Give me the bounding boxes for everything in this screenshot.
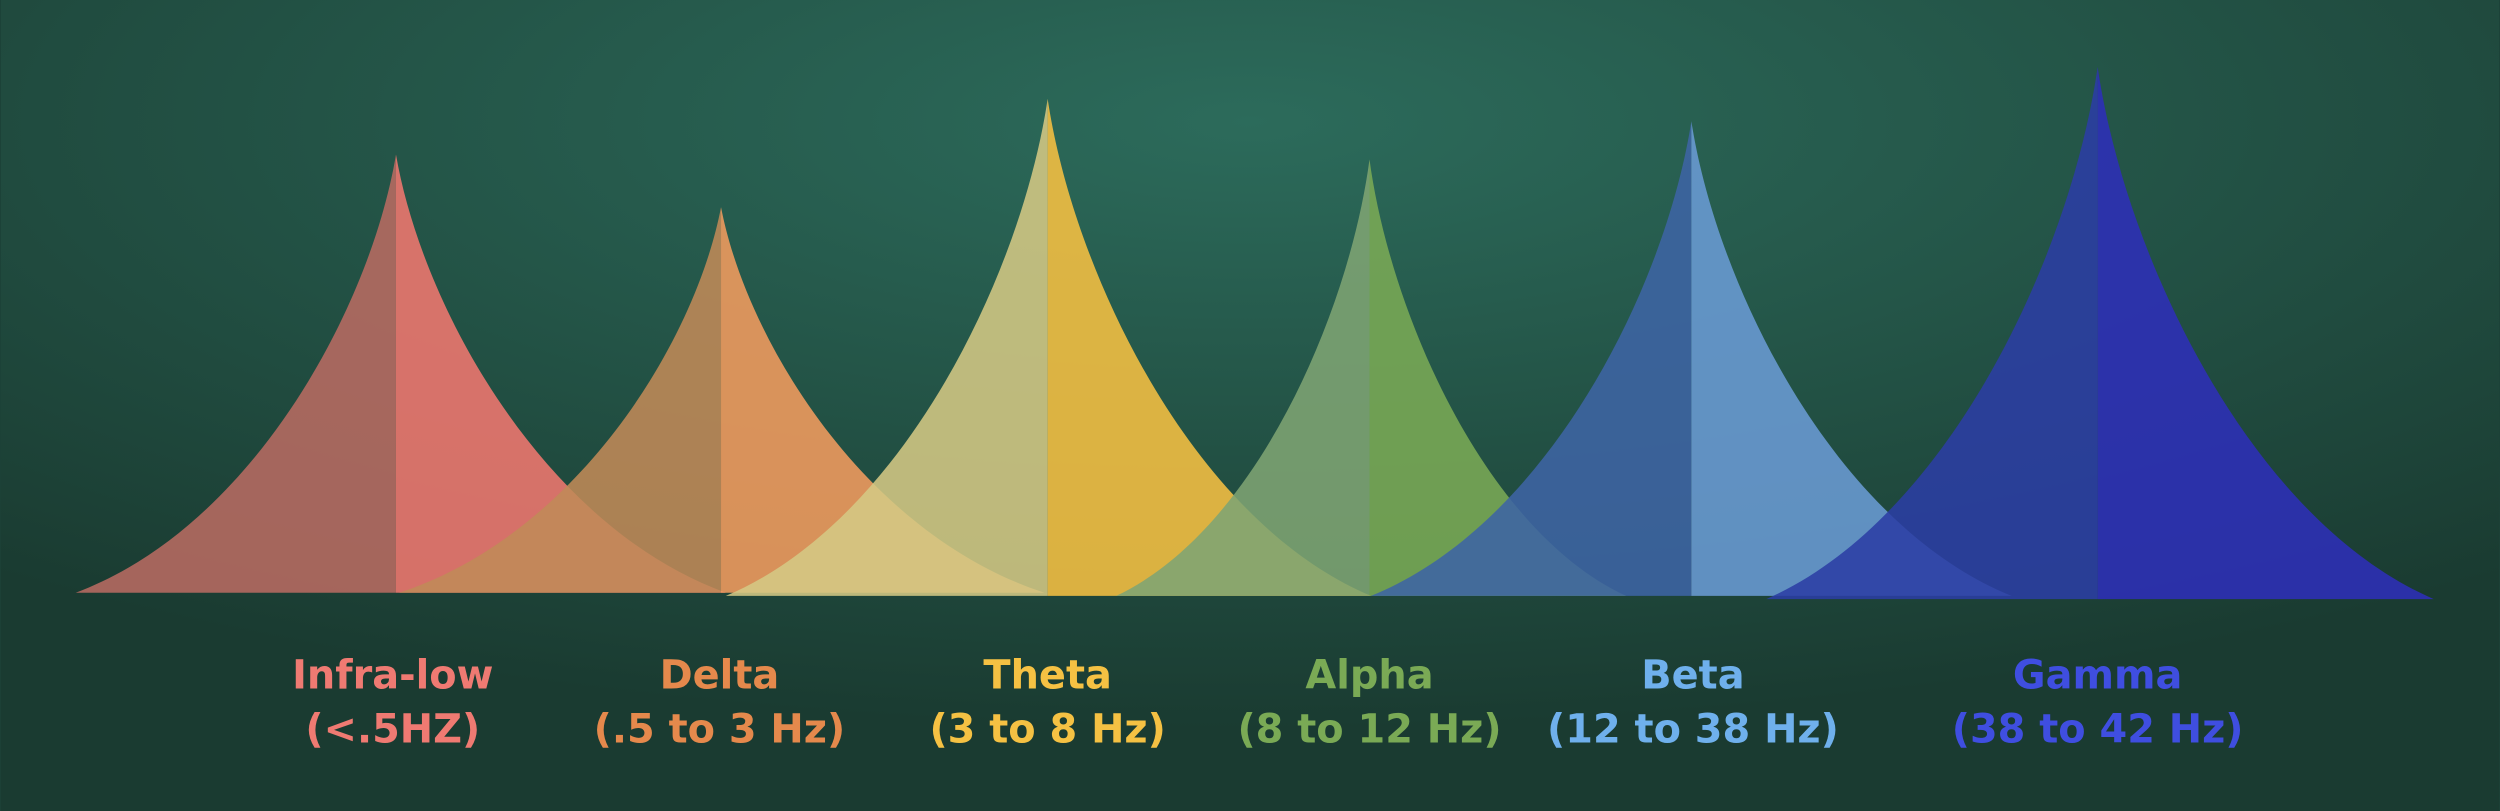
band-name: Infra-low	[292, 652, 493, 698]
peak-half	[1766, 66, 2098, 600]
band-range: (12 to 38 Hz)	[1547, 706, 1839, 752]
band-name: Beta	[1641, 652, 1744, 698]
peak-half	[1116, 159, 1370, 596]
peak-half	[395, 154, 726, 593]
band-range: (8 to 12 Hz)	[1237, 706, 1501, 752]
labels: Infra-low (<.5HZ) Delta (.5 to 3 Hz) The…	[292, 652, 2243, 752]
band-name: Gamma	[2013, 652, 2182, 698]
band-range: (38 to 42 Hz)	[1952, 706, 2244, 752]
peak-half	[75, 154, 396, 593]
peak-half	[1691, 121, 2012, 596]
peak-half	[2097, 66, 2434, 600]
peak-half	[725, 98, 1048, 596]
band-name: Alpha	[1305, 652, 1433, 698]
peak-half	[721, 207, 1045, 593]
peaks	[75, 66, 2434, 600]
peak-half	[1369, 159, 1627, 596]
band-name: Theta	[983, 652, 1111, 698]
band-range: (.5 to 3 Hz)	[594, 706, 845, 752]
band-name: Delta	[660, 652, 780, 698]
peak-half	[1371, 121, 1692, 596]
band-range: (3 to 8 Hz)	[929, 706, 1165, 752]
peak-half	[1047, 98, 1372, 596]
peak-half	[399, 207, 722, 593]
band-range: (<.5HZ)	[305, 706, 480, 752]
